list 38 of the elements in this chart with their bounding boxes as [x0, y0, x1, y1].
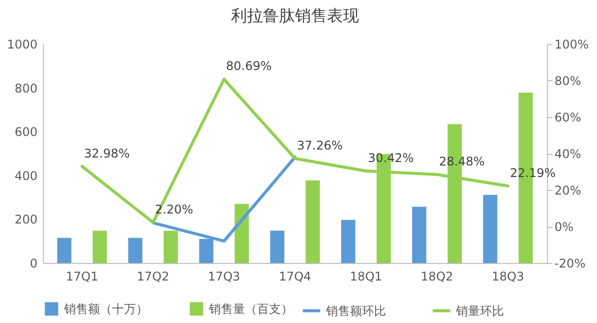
- bar: [57, 238, 72, 263]
- bar: [92, 230, 107, 263]
- x-tick-label: 18Q1: [350, 270, 382, 284]
- bar: [341, 220, 356, 263]
- legend-label: 销售额（十万）: [63, 302, 148, 316]
- y-tick-label: 200: [14, 212, 38, 227]
- y2-tick-label: 80%: [554, 74, 582, 88]
- y2-tick-label: -20%: [554, 256, 586, 270]
- chart-title: 利拉鲁肽销售表现: [231, 6, 359, 25]
- legend-label: 销售量（百支）: [208, 302, 293, 316]
- bar: [306, 180, 320, 263]
- bar: [234, 204, 249, 263]
- y-tick-label: 800: [14, 81, 38, 96]
- bar: [164, 230, 178, 263]
- legend-label: 销售额环比: [325, 304, 386, 318]
- y-tick-label: 600: [14, 125, 38, 140]
- y2-tick-label: 60%: [554, 110, 582, 124]
- bar: [270, 230, 284, 263]
- x-tick-label: 18Q2: [420, 270, 454, 284]
- data-label: 32.98%: [84, 146, 130, 160]
- bar: [483, 194, 498, 263]
- y2-tick-label: 100%: [554, 38, 589, 52]
- legend-label: 销量环比: [455, 304, 504, 318]
- y-tick-label: 1000: [6, 38, 38, 52]
- y-tick-label: 0: [30, 256, 38, 270]
- x-tick-label: 17Q4: [278, 270, 312, 284]
- x-tick-label: 17Q2: [136, 270, 170, 284]
- bar: [128, 238, 142, 263]
- data-label: 80.69%: [226, 59, 272, 74]
- y2-tick-label: 0%: [554, 220, 574, 234]
- x-tick-label: 17Q3: [208, 270, 240, 284]
- x-tick-label: 17Q1: [66, 270, 98, 284]
- x-tick-label: 18Q3: [492, 270, 524, 284]
- bar: [412, 206, 426, 263]
- y2-tick-label: 20%: [554, 184, 582, 198]
- y-tick-label: 400: [14, 168, 38, 183]
- data-label: 37.26%: [297, 138, 343, 152]
- y2-tick-label: 40%: [554, 147, 582, 161]
